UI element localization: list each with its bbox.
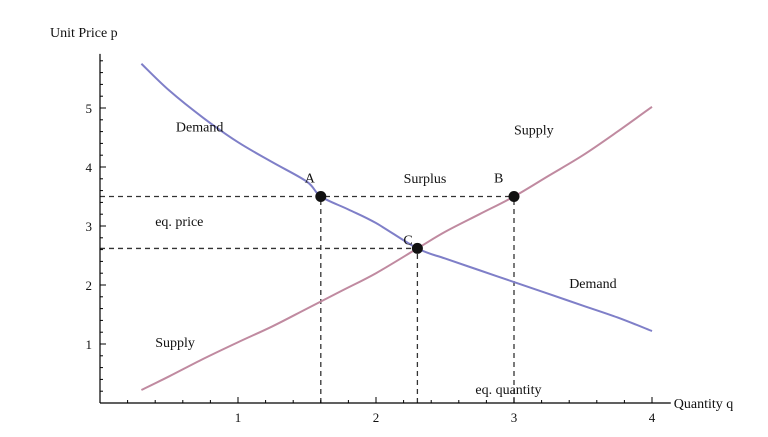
x-tick-label: 1 xyxy=(235,410,242,425)
x-axis-label: Quantity q xyxy=(674,397,734,412)
curves xyxy=(140,63,653,391)
point-c xyxy=(411,242,423,254)
annotations: Demand Supply Surplus eq. price Demand Supply… xyxy=(155,121,616,399)
y-tick-label: 1 xyxy=(86,337,93,352)
annotation-supply-top: Supply xyxy=(514,124,554,139)
y-axis-label: Unit Price p xyxy=(50,26,118,41)
point-a xyxy=(315,191,327,202)
annotation-eq-price: eq. price xyxy=(155,215,203,230)
y-tick-label: 3 xyxy=(86,219,93,234)
points: A B C xyxy=(305,172,520,254)
annotation-eq-quantity: eq. quantity xyxy=(475,383,541,398)
demand-curve xyxy=(140,63,653,332)
point-b xyxy=(508,191,520,202)
x-tick-label: 2 xyxy=(373,410,380,425)
x-tick-label: 3 xyxy=(511,410,518,425)
supply-curve xyxy=(140,106,653,391)
annotation-demand-right: Demand xyxy=(569,277,616,292)
axes: 1 2 3 4 1 2 3 4 5 xyxy=(86,53,671,425)
annotation-surplus: Surplus xyxy=(404,172,447,187)
y-tick-label: 2 xyxy=(86,278,93,293)
annotation-supply-left: Supply xyxy=(155,336,195,351)
point-label-a: A xyxy=(305,172,316,187)
point-label-b: B xyxy=(494,172,503,187)
point-label-c: C xyxy=(403,233,412,248)
y-tick-label: 5 xyxy=(86,101,93,116)
y-tick-label: 4 xyxy=(86,160,93,175)
annotation-demand-left: Demand xyxy=(176,121,223,136)
dashed-guides xyxy=(100,195,515,403)
x-tick-label: 4 xyxy=(649,410,656,425)
